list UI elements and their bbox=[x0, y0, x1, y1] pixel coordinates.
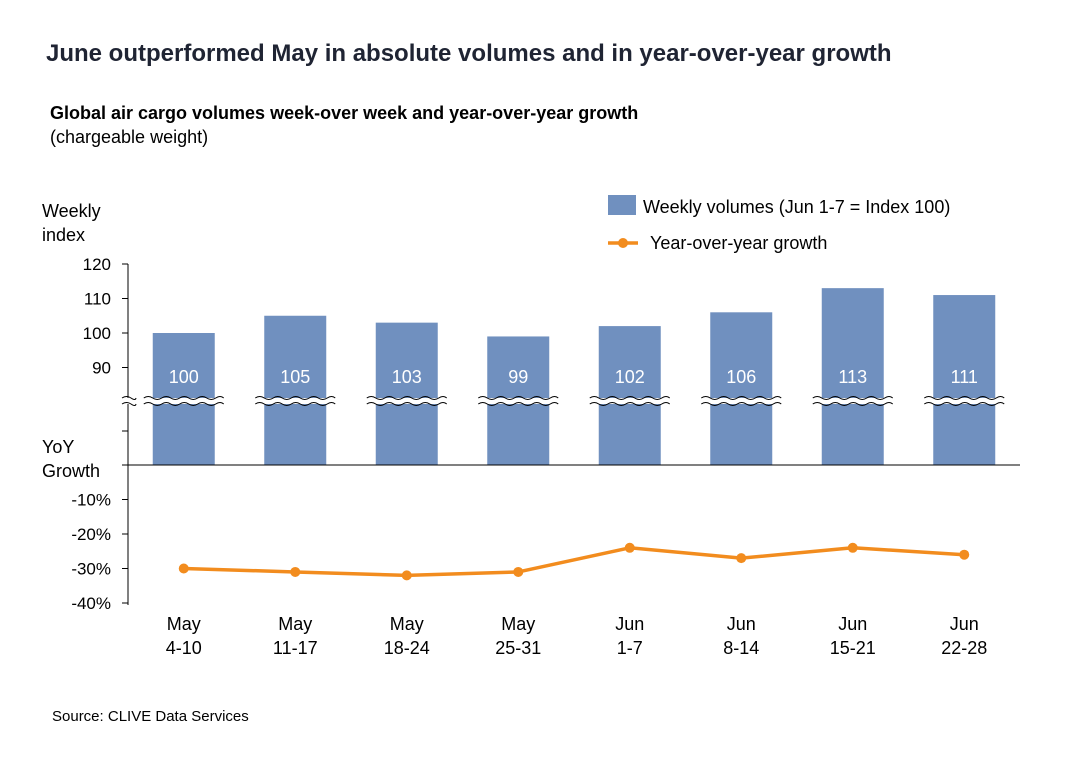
bar-break-mark bbox=[366, 402, 448, 406]
x-tick-label: 1-7 bbox=[617, 638, 643, 658]
bar-break-mark bbox=[254, 396, 336, 400]
bar-value-label: 100 bbox=[169, 367, 199, 387]
bar-value-label: 113 bbox=[838, 367, 867, 387]
bar-break-mark bbox=[143, 396, 225, 400]
upper-axis-title: index bbox=[42, 225, 85, 245]
bar-value-label: 102 bbox=[615, 367, 645, 387]
x-tick-label: 22-28 bbox=[941, 638, 987, 658]
x-tick-label: May bbox=[167, 614, 201, 634]
y-tick-label-lower: -20% bbox=[71, 525, 111, 544]
lower-axis-title: Growth bbox=[42, 461, 100, 481]
bar bbox=[264, 315, 327, 465]
bar-break-mark bbox=[366, 396, 448, 400]
combo-chart: 120 110 100 90 -10% -20% -30% -40% Weekly index Yo… bbox=[42, 195, 1020, 658]
y-tick-label-lower: -40% bbox=[71, 594, 111, 613]
source-note: Source: CLIVE Data Services bbox=[52, 708, 249, 725]
chart-headline: June outperformed May in absolute volume… bbox=[46, 40, 892, 67]
legend-bar-swatch bbox=[608, 195, 636, 215]
bar-break-mark bbox=[143, 402, 225, 406]
yoy-point bbox=[513, 566, 524, 577]
x-tick-label: 25-31 bbox=[495, 638, 541, 658]
x-tick-label: May bbox=[278, 614, 312, 634]
bar-break-mark bbox=[477, 402, 559, 406]
x-tick-label: 8-14 bbox=[723, 638, 759, 658]
x-tick-label: Jun bbox=[950, 614, 979, 634]
upper-axis-title: Weekly bbox=[42, 201, 101, 221]
legend-line-label: Year-over-year growth bbox=[650, 233, 827, 253]
axis-break-gap bbox=[116, 398, 1020, 404]
bar bbox=[598, 326, 661, 465]
yoy-growth-line bbox=[183, 546, 965, 578]
lower-axis-title: YoY bbox=[42, 437, 74, 457]
bar-break-mark bbox=[700, 396, 782, 400]
yoy-point bbox=[736, 553, 747, 564]
yoy-point bbox=[959, 549, 970, 560]
bar-break-mark bbox=[700, 402, 782, 406]
bar-break-mark bbox=[812, 402, 894, 406]
y-tick-label-upper: 90 bbox=[92, 359, 111, 378]
x-tick-label: 4-10 bbox=[166, 638, 202, 658]
bar-break-mark bbox=[923, 396, 1005, 400]
legend-line-marker bbox=[618, 238, 628, 248]
bar bbox=[375, 322, 438, 465]
bar-break-mark bbox=[589, 402, 671, 406]
bar-break-mark bbox=[254, 402, 336, 406]
x-tick-label: 15-21 bbox=[830, 638, 876, 658]
chart-subtitle: Global air cargo volumes week-over week … bbox=[50, 103, 639, 123]
x-tick-label: May bbox=[390, 614, 424, 634]
x-tick-label: Jun bbox=[615, 614, 644, 634]
bar-break-mark bbox=[923, 402, 1005, 406]
y-tick-label-lower: -10% bbox=[71, 491, 111, 510]
bar-break-mark bbox=[477, 396, 559, 400]
x-tick-label: 18-24 bbox=[384, 638, 430, 658]
bar bbox=[933, 295, 996, 465]
bar-value-label: 103 bbox=[392, 367, 422, 387]
yoy-point bbox=[290, 566, 301, 577]
y-tick-label-upper: 100 bbox=[83, 324, 111, 343]
yoy-point bbox=[401, 570, 412, 581]
y-tick-label-lower: -30% bbox=[71, 560, 111, 579]
y-tick-label-upper: 120 bbox=[83, 255, 111, 274]
bar-break-mark bbox=[812, 396, 894, 400]
axis-break-mark bbox=[121, 402, 137, 406]
x-tick-label: Jun bbox=[727, 614, 756, 634]
chart-subtitle-note: (chargeable weight) bbox=[50, 127, 209, 147]
x-tick-label: 11-17 bbox=[273, 638, 318, 658]
y-tick-label-upper: 110 bbox=[84, 290, 111, 309]
yoy-point bbox=[624, 542, 635, 553]
bar-value-label: 111 bbox=[951, 367, 978, 387]
bar-break-mark bbox=[589, 396, 671, 400]
yoy-point bbox=[178, 563, 189, 574]
yoy-point bbox=[847, 542, 858, 553]
bar-value-label: 99 bbox=[508, 367, 528, 387]
axis-break-mark bbox=[121, 396, 137, 400]
x-tick-label: May bbox=[501, 614, 535, 634]
bar bbox=[710, 312, 773, 465]
bar-value-label: 106 bbox=[726, 367, 756, 387]
bar-value-label: 105 bbox=[280, 367, 310, 387]
bar bbox=[821, 288, 884, 465]
legend-bar-label: Weekly volumes (Jun 1-7 = Index 100) bbox=[643, 197, 950, 217]
x-tick-label: Jun bbox=[838, 614, 867, 634]
